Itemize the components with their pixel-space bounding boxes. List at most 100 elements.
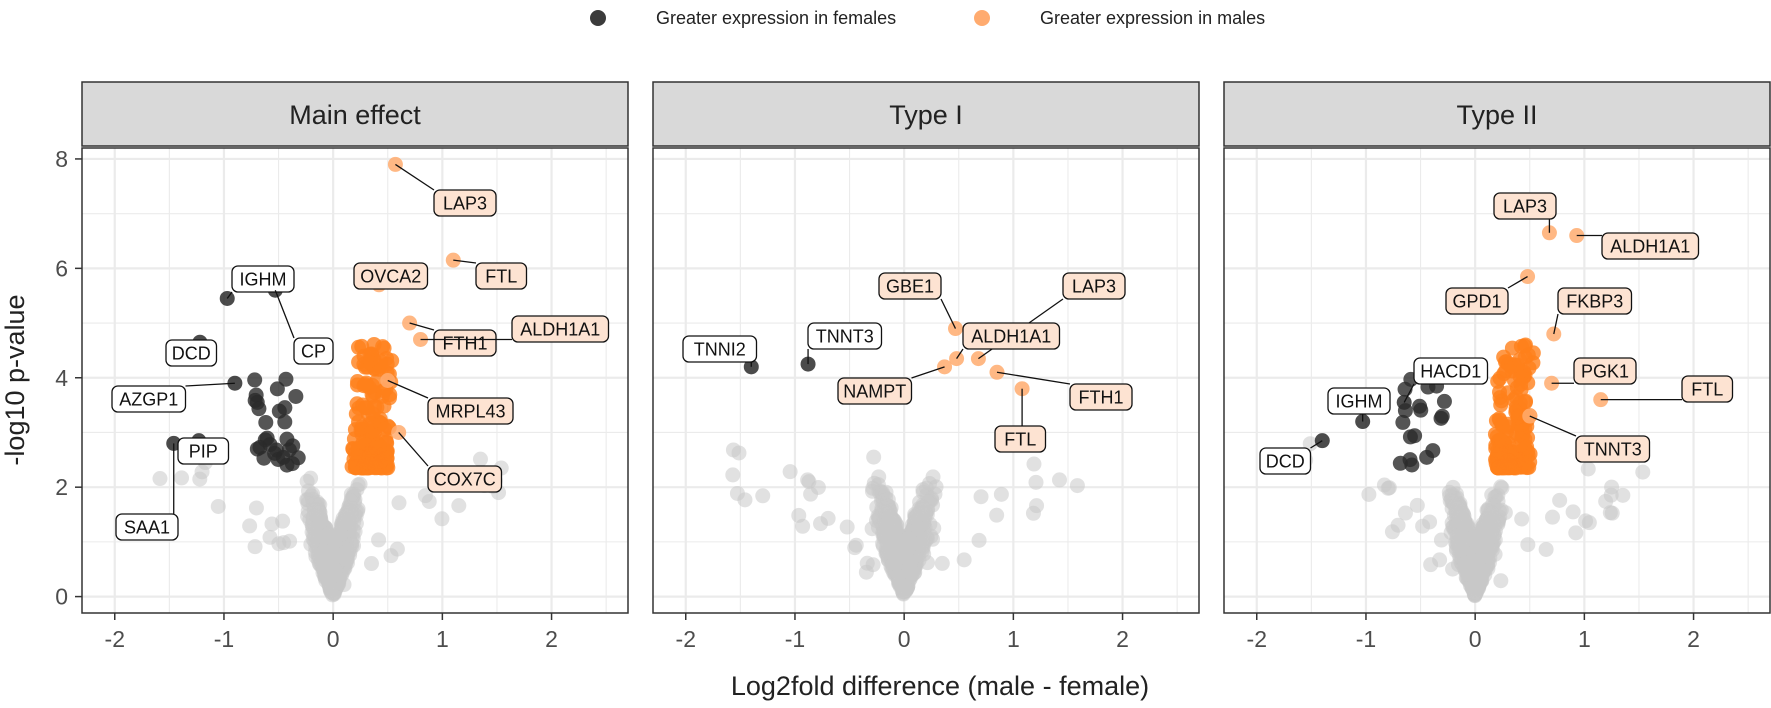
x-tick-label: -2 xyxy=(676,626,696,652)
gene-label-box xyxy=(1445,287,1509,315)
point-nonsig xyxy=(973,489,989,505)
point-male xyxy=(1512,352,1528,368)
point-female xyxy=(1395,414,1411,430)
leader-line xyxy=(1507,275,1528,289)
point-nonsig xyxy=(1565,504,1581,520)
point-nonsig xyxy=(391,495,407,511)
point-nonsig xyxy=(1493,573,1509,589)
legend-label: Greater expression in males xyxy=(1040,8,1265,28)
point-male xyxy=(1512,437,1528,453)
point-nonsig xyxy=(342,547,358,563)
point-nonsig xyxy=(247,539,263,555)
gene-labels: LAP3 ALDH1A1 GPD1 FKBP3 PGK1 FTL TNNT3 HACD1 IGH… xyxy=(1259,192,1734,475)
point-nonsig xyxy=(371,532,387,548)
point-male xyxy=(1496,349,1512,365)
gene-label: ALDH1A1 xyxy=(1610,237,1690,257)
gene-label-box xyxy=(177,437,230,465)
x-tick-label: 1 xyxy=(436,626,449,652)
point-nonsig xyxy=(848,537,864,553)
point-nonsig xyxy=(451,498,467,514)
point-nonsig xyxy=(866,449,882,465)
panel-border xyxy=(652,147,1200,614)
point-male xyxy=(384,353,400,369)
x-tick-label: -1 xyxy=(214,626,234,652)
point-nonsig xyxy=(1390,517,1406,533)
legend: Greater expression in females Greater exp… xyxy=(590,8,1265,28)
gene-label-box xyxy=(427,465,503,493)
point-female xyxy=(281,442,297,458)
point-nonsig xyxy=(803,486,819,502)
point-nonsig xyxy=(1052,472,1068,488)
leader-line xyxy=(395,163,435,191)
point-nonsig xyxy=(989,507,1005,523)
gene-label: FTL xyxy=(485,267,517,287)
x-tick-label: 0 xyxy=(327,626,340,652)
point-nonsig xyxy=(1494,480,1510,496)
point-nonsig xyxy=(242,518,258,534)
gene-label-box xyxy=(878,272,942,300)
point-nonsig xyxy=(152,471,168,487)
point-male xyxy=(1494,433,1510,449)
point-nonsig xyxy=(1381,480,1397,496)
point-nonsig xyxy=(472,451,488,467)
point-female xyxy=(1392,455,1408,471)
leader-line xyxy=(956,348,964,359)
point-nonsig xyxy=(1028,474,1044,490)
x-tick-label: -1 xyxy=(1356,626,1376,652)
leader-line xyxy=(940,298,957,329)
point-male xyxy=(365,413,381,429)
point-nonsig xyxy=(1441,484,1457,500)
point-female xyxy=(271,403,287,419)
gene-label-box xyxy=(1069,383,1133,411)
point-nonsig xyxy=(299,473,315,489)
point-nonsig xyxy=(864,521,880,537)
leader-line xyxy=(226,291,233,299)
x-tick-label: 2 xyxy=(1116,626,1129,652)
point-nonsig xyxy=(882,503,898,519)
point-nonsig xyxy=(755,488,771,504)
point-nonsig xyxy=(791,507,807,523)
point-nonsig xyxy=(1433,532,1449,548)
point-male xyxy=(1490,373,1506,389)
leader-line xyxy=(1310,440,1323,449)
point-nonsig xyxy=(1026,456,1042,472)
point-male xyxy=(1500,416,1516,432)
point-nonsig xyxy=(363,556,379,572)
gene-label: OVCA2 xyxy=(360,267,421,287)
point-nonsig xyxy=(813,516,829,532)
point-nonsig xyxy=(343,493,359,509)
legend-marker xyxy=(974,10,990,26)
point-nonsig xyxy=(1361,486,1377,502)
point-nonsig xyxy=(871,469,887,485)
x-ticks: -2 -1 0 1 2 xyxy=(105,613,558,652)
point-nonsig xyxy=(210,498,226,514)
point-nonsig xyxy=(1409,497,1425,513)
point-nonsig xyxy=(891,575,907,591)
leader-line xyxy=(398,432,429,467)
gene-label-box xyxy=(837,377,913,405)
point-nonsig xyxy=(1469,581,1485,597)
gene-label-box xyxy=(511,315,610,343)
point-nonsig xyxy=(271,536,287,552)
point-nonsig xyxy=(174,470,190,486)
point-male xyxy=(1518,393,1534,409)
point-nonsig xyxy=(1302,436,1318,452)
point-male xyxy=(367,457,383,473)
x-ticks: -2 -1 0 1 2 xyxy=(1247,613,1700,652)
point-nonsig xyxy=(906,535,922,551)
point-nonsig xyxy=(1568,525,1584,541)
gene-label-box xyxy=(682,335,758,363)
x-tick-label: 1 xyxy=(1007,626,1020,652)
point-male xyxy=(1496,459,1512,475)
gene-label: LAP3 xyxy=(443,194,487,214)
gene-label: DCD xyxy=(172,344,211,364)
gene-label-box xyxy=(1259,447,1312,475)
point-nonsig xyxy=(993,486,1009,502)
gene-label: FKBP3 xyxy=(1566,292,1623,312)
point-nonsig xyxy=(264,516,280,532)
point-male xyxy=(1493,397,1509,413)
point-female xyxy=(1412,398,1428,414)
point-female xyxy=(269,381,285,397)
point-nonsig xyxy=(878,484,894,500)
point-male xyxy=(1519,460,1535,476)
